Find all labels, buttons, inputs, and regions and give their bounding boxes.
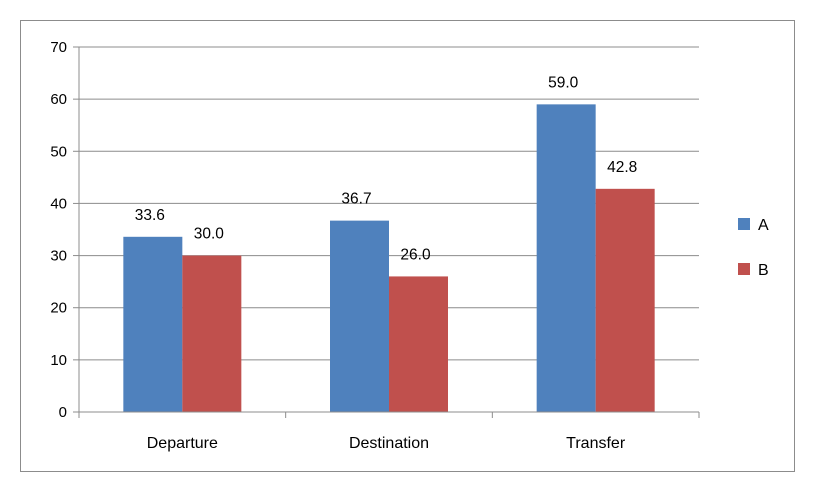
- legend: AB: [738, 217, 769, 279]
- data-label: 33.6: [135, 207, 165, 224]
- data-label: 59.0: [548, 74, 579, 91]
- data-labels: 33.6 30.0 36.7 26.0 59.0 42.8: [135, 74, 638, 263]
- data-label: 42.8: [607, 159, 637, 176]
- legend-swatch-b: [738, 263, 750, 275]
- y-tick-label: 20: [50, 300, 67, 317]
- y-tick-label: 50: [50, 143, 67, 160]
- bar-a-departure: [123, 236, 183, 412]
- legend-label-a: A: [758, 217, 769, 234]
- bar-b-transfer: [595, 188, 655, 412]
- axes: [73, 46, 700, 418]
- data-label: 36.7: [341, 191, 371, 208]
- bar-a-transfer: [536, 104, 596, 412]
- data-label: 26.0: [400, 246, 431, 263]
- y-tick-label: 60: [50, 91, 67, 108]
- y-tick-label: 40: [50, 195, 67, 212]
- data-label: 30.0: [194, 226, 225, 243]
- y-tick-label: 30: [50, 248, 67, 265]
- legend-label-b: B: [758, 262, 769, 279]
- category-label: Destination: [349, 435, 429, 452]
- y-tick-label: 0: [59, 404, 67, 421]
- bar-b-destination: [389, 276, 448, 412]
- bar-b-departure: [182, 255, 242, 412]
- category-label: Departure: [147, 435, 218, 452]
- legend-swatch-a: [738, 218, 750, 230]
- bar-a-destination: [330, 220, 389, 412]
- category-label: Transfer: [566, 435, 626, 452]
- y-tick-label: 10: [50, 352, 67, 369]
- y-tick-labels: 0 10 20 30 40 50 60 70: [50, 39, 67, 421]
- bars: [123, 104, 655, 412]
- y-tick-label: 70: [50, 39, 67, 56]
- category-labels: Departure Destination Transfer: [147, 435, 626, 452]
